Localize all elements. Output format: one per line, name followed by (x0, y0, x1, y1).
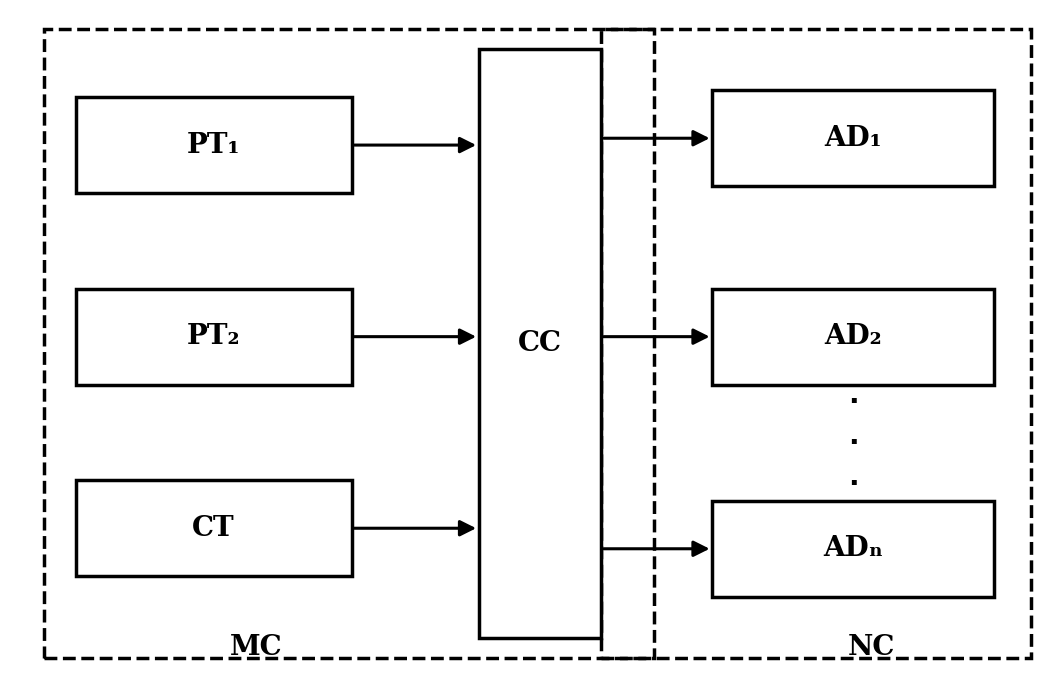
Text: PT₁: PT₁ (187, 132, 240, 159)
Bar (76, 97, 351, 193)
Bar (76, 480, 351, 576)
Bar (713, 501, 994, 597)
Text: CT: CT (193, 515, 235, 542)
Bar (601, 29, 1031, 658)
Text: CC: CC (518, 330, 562, 357)
Bar (76, 289, 351, 385)
Text: ·
·
·: · · · (848, 387, 859, 498)
Bar (713, 289, 994, 385)
Bar (479, 49, 601, 638)
Text: PT₂: PT₂ (187, 323, 240, 350)
Bar (713, 90, 994, 186)
Bar (44, 29, 654, 658)
Text: AD₁: AD₁ (825, 125, 882, 152)
Text: NC: NC (848, 635, 895, 662)
Text: AD₂: AD₂ (825, 323, 882, 350)
Text: MC: MC (230, 635, 282, 662)
Text: ADₙ: ADₙ (824, 535, 883, 562)
